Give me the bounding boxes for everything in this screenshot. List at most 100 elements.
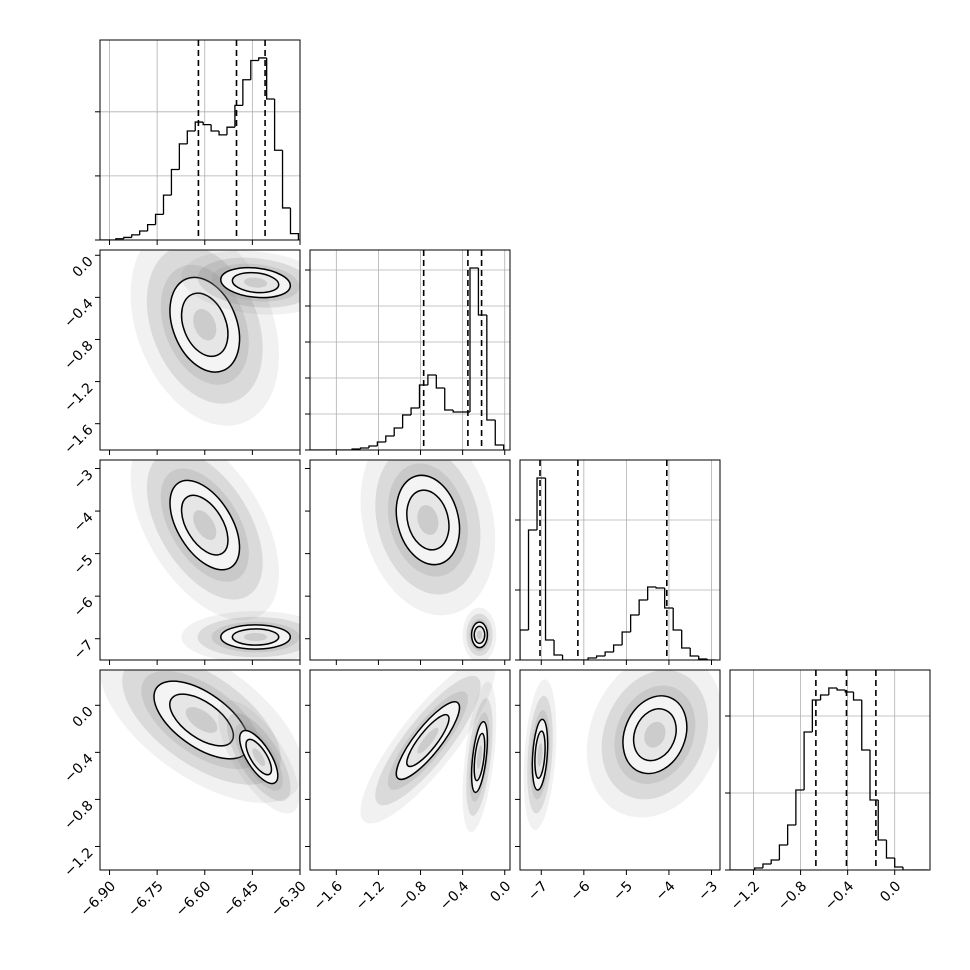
- histogram-step: [494, 420, 505, 450]
- density-core: [252, 748, 266, 766]
- histogram-step: [273, 98, 283, 151]
- histogram-step: [435, 375, 445, 389]
- panel: −7 −6 −5 −4 −3: [515, 669, 721, 904]
- histogram-step: [477, 268, 487, 316]
- histogram-step: [281, 150, 291, 209]
- y-tick-label: −3: [71, 467, 97, 493]
- panel: [515, 459, 721, 665]
- histogram-step: [194, 121, 204, 132]
- x-tick-label: −5: [610, 878, 636, 904]
- density-core: [476, 745, 483, 769]
- histogram-step: [527, 529, 538, 630]
- panel: [305, 249, 511, 455]
- y-tick-label: −7: [71, 637, 97, 663]
- x-tick-label: −1.6: [311, 878, 346, 913]
- histogram-step: [186, 130, 196, 144]
- panel-frame: [309, 249, 511, 451]
- plot-area: [130, 250, 300, 426]
- histogram-step: [486, 315, 496, 421]
- plot-area: [310, 250, 510, 450]
- histogram-step: [234, 104, 243, 128]
- histogram-step: [689, 648, 699, 657]
- plot-area: [100, 40, 300, 240]
- histogram-step: [452, 410, 462, 413]
- panel-frame: [99, 249, 301, 451]
- histogram-step: [266, 57, 275, 100]
- panel-frame: [519, 669, 721, 871]
- y-tick-label: −4: [71, 509, 97, 535]
- histogram-step: [376, 441, 386, 446]
- panel: −3 −4 −5 −6 −7: [71, 459, 301, 665]
- histogram-step: [638, 599, 648, 615]
- x-tick-label: 0.0: [877, 878, 904, 905]
- histogram-step: [778, 844, 788, 860]
- y-tick-label: −0.8: [61, 798, 96, 833]
- histogram-step: [647, 586, 657, 600]
- plot-area: [730, 670, 930, 870]
- histogram-step: [754, 867, 763, 870]
- plot-area: [360, 670, 497, 833]
- panel-frame: [99, 459, 301, 661]
- histogram-step: [401, 414, 412, 428]
- density-core: [417, 727, 439, 754]
- x-tick-label: −6.75: [125, 878, 167, 920]
- x-tick-label: −3: [695, 878, 721, 904]
- histogram-step: [852, 692, 862, 701]
- y-tick-label: −5: [71, 552, 97, 578]
- x-tick-label: −6.60: [173, 878, 215, 920]
- histogram-step: [162, 194, 172, 215]
- histogram-step: [681, 630, 691, 649]
- x-tick-label: −0.8: [775, 878, 810, 913]
- panel: −1.6 −1.2 −0.8 −0.4 0.0: [305, 669, 514, 914]
- x-tick-label: −0.4: [822, 878, 857, 913]
- x-tick-label: −1.2: [353, 878, 388, 913]
- histogram-step: [902, 867, 912, 870]
- panel: 0.0 −0.4 −0.8 −1.2 −1.6: [61, 249, 301, 457]
- histogram-step: [706, 659, 716, 660]
- histogram-step: [444, 388, 454, 411]
- x-tick-label: −7: [525, 878, 551, 904]
- histogram-step: [664, 588, 674, 609]
- histogram-step: [786, 824, 796, 845]
- histogram-step: [587, 657, 597, 660]
- histogram-step: [629, 614, 640, 632]
- density-core: [476, 630, 483, 640]
- histogram-step: [612, 644, 623, 652]
- histogram-step: [536, 477, 546, 530]
- histogram-step: [242, 79, 251, 106]
- density-core: [193, 308, 217, 341]
- histogram-step: [202, 122, 212, 126]
- histogram-step: [621, 631, 631, 645]
- y-tick-label: −0.4: [61, 296, 96, 331]
- x-tick-label: −1.2: [728, 878, 763, 913]
- density-core: [417, 505, 439, 535]
- histogram-step: [553, 640, 563, 656]
- panel-frame: [309, 669, 511, 871]
- histogram-step: [698, 656, 708, 660]
- x-tick-label: −6.45: [220, 878, 262, 920]
- histogram-step: [385, 435, 395, 442]
- y-tick-label: −0.8: [61, 338, 96, 373]
- histogram-step: [154, 213, 164, 225]
- histogram-step: [427, 374, 437, 385]
- panel-frame: [729, 669, 931, 871]
- histogram-step: [418, 384, 428, 408]
- histogram-step: [811, 699, 821, 732]
- y-tick-label: −1.2: [61, 845, 96, 880]
- plot-area: [130, 460, 300, 660]
- x-tick-label: −6.30: [268, 878, 310, 920]
- x-tick-label: −6.90: [78, 878, 120, 920]
- histogram-step: [178, 143, 188, 170]
- histogram-step: [844, 690, 854, 693]
- y-tick-label: 0.0: [70, 254, 97, 281]
- histogram-step: [819, 694, 829, 700]
- panel-frame: [99, 669, 301, 871]
- histogram-step: [655, 587, 665, 589]
- histogram-step: [359, 447, 369, 449]
- histogram-step: [595, 655, 606, 658]
- histogram-step: [123, 236, 132, 239]
- plot-area: [523, 670, 720, 830]
- y-tick-label: −1.6: [61, 422, 96, 457]
- panel-frame: [519, 459, 721, 661]
- histogram-step: [131, 234, 140, 238]
